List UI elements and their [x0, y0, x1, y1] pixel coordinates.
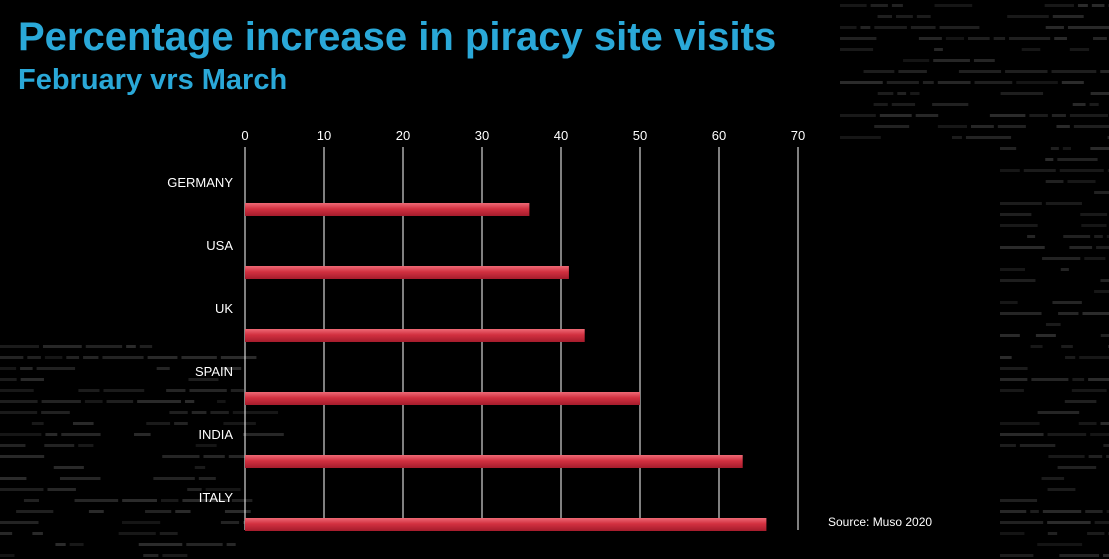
bar-germany	[245, 203, 530, 216]
category-labels: GERMANY USA UK SPAIN INDIA ITALY	[167, 175, 233, 505]
category-label: UK	[215, 301, 233, 316]
bar-uk	[245, 329, 585, 342]
x-tick-label: 40	[554, 128, 568, 143]
chart-title: Percentage increase in piracy site visit…	[18, 15, 777, 59]
bar-spain	[245, 392, 640, 405]
x-tick-label: 30	[475, 128, 489, 143]
bars	[245, 203, 767, 531]
x-axis-ticks: 0 10 20 30 40 50 60 70	[241, 128, 805, 143]
bar-usa	[245, 266, 569, 279]
bar-india	[245, 455, 743, 468]
bar-italy	[245, 518, 767, 531]
source-note: Source: Muso 2020	[828, 515, 933, 529]
category-label: SPAIN	[195, 364, 233, 379]
category-label: ITALY	[199, 490, 234, 505]
x-tick-label: 70	[791, 128, 805, 143]
category-label: GERMANY	[167, 175, 233, 190]
x-tick-label: 50	[633, 128, 647, 143]
x-tick-label: 0	[241, 128, 248, 143]
category-label: USA	[206, 238, 233, 253]
chart-subtitle: February vrs March	[18, 64, 288, 96]
x-tick-label: 60	[712, 128, 726, 143]
x-tick-label: 20	[396, 128, 410, 143]
x-tick-label: 10	[317, 128, 331, 143]
category-label: INDIA	[198, 427, 233, 442]
